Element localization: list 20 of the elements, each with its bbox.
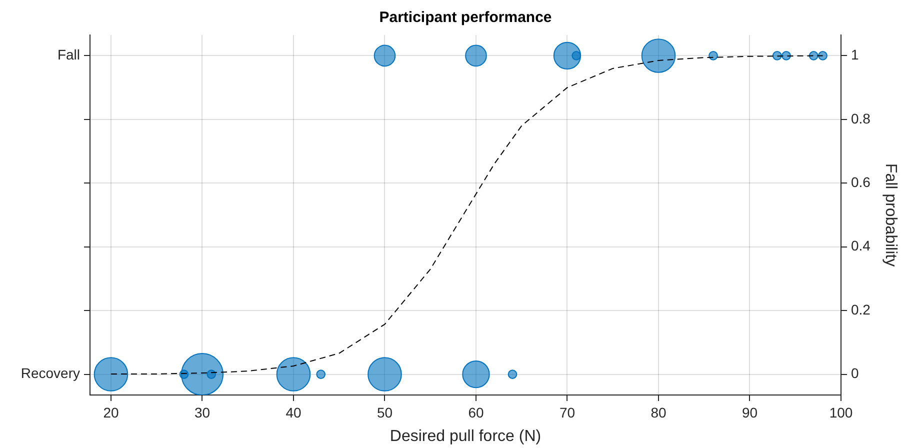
y2-tick-label: 0 xyxy=(851,365,859,382)
x-tick-label: 30 xyxy=(194,404,210,420)
x-tick-label: 70 xyxy=(559,404,576,420)
category-label: Fall xyxy=(57,46,80,63)
y2-tick-label: 1 xyxy=(851,46,859,63)
y2-axis-title: Fall probability xyxy=(882,163,899,267)
category-label: Recovery xyxy=(20,365,80,382)
y2-tick-label: 0.8 xyxy=(851,110,871,126)
x-axis-title: Desired pull force (N) xyxy=(390,428,542,445)
x-tick-label: 40 xyxy=(286,404,302,420)
x-tick-label: 60 xyxy=(468,404,484,420)
x-tick-label: 80 xyxy=(650,404,666,420)
x-tick-label: 50 xyxy=(376,404,393,420)
y2-tick-label: 0.6 xyxy=(851,174,871,190)
x-tick-label: 100 xyxy=(829,404,853,420)
chart-title: Participant performance xyxy=(379,9,552,26)
x-tick-label: 90 xyxy=(742,404,758,420)
y2-tick-label: 0.2 xyxy=(851,301,871,318)
y2-tick-label: 0.4 xyxy=(851,238,871,254)
x-tick-label: 20 xyxy=(103,404,119,420)
